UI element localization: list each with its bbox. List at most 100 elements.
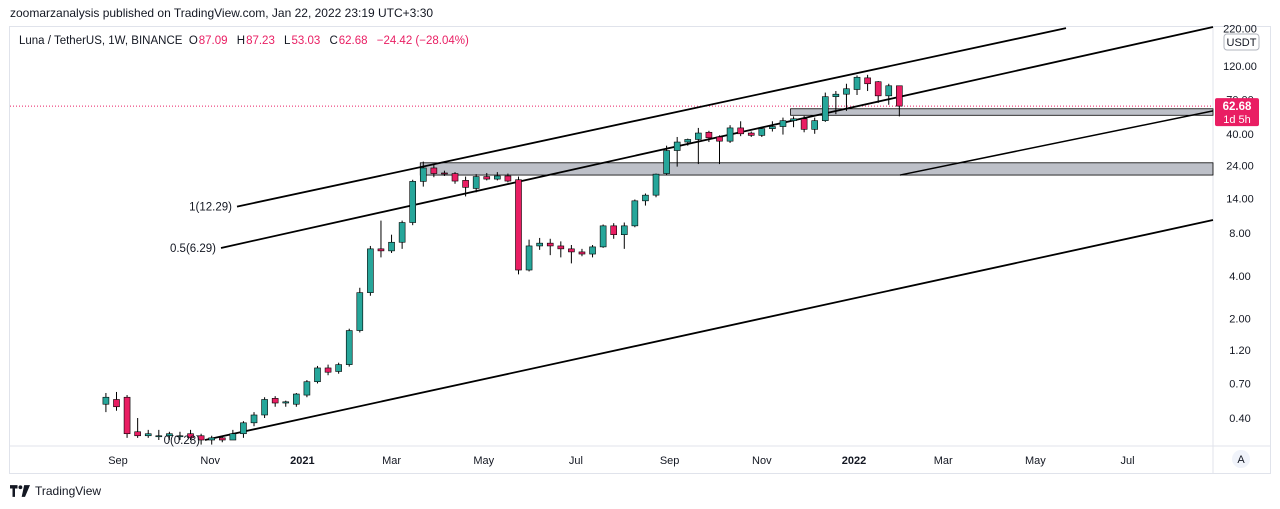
candle [218, 435, 226, 443]
candle-body [631, 200, 639, 227]
low-value: 53.03 [291, 35, 321, 47]
candle-body [663, 150, 670, 174]
grid-layer [10, 27, 1270, 473]
candle-body [737, 127, 744, 135]
candle [620, 222, 628, 249]
candle-body [123, 396, 131, 435]
candle-body [155, 435, 163, 438]
zones-layer [419, 108, 1214, 176]
candle-body [779, 120, 787, 127]
symbol-label[interactable]: Luna / TetherUS, 1W, BINANCE [19, 35, 183, 47]
candle-body [620, 225, 628, 235]
candle-body [483, 176, 491, 180]
support-zone-2 [790, 108, 1214, 116]
candle [176, 431, 184, 441]
candle-body [356, 292, 364, 331]
candle [599, 224, 607, 248]
channel-line-upper [236, 27, 1067, 208]
candle [874, 81, 882, 103]
currency-badge [1223, 33, 1260, 51]
candle-body [250, 414, 258, 424]
candle [716, 135, 723, 165]
candle [155, 429, 163, 441]
candle [811, 117, 819, 134]
channel-line-lower [204, 219, 1214, 441]
candle [684, 138, 692, 146]
candle-body [568, 248, 575, 253]
candle-body [589, 246, 596, 255]
price-tick-label: 4.00 [1229, 271, 1250, 283]
candle [335, 362, 342, 374]
candle-body [113, 399, 120, 408]
change-value: −24.42 (−28.04%) [376, 35, 469, 47]
candle-body [314, 367, 321, 383]
auto-scale-button[interactable] [1232, 450, 1250, 468]
candle [896, 85, 903, 117]
candle-body [504, 175, 512, 182]
candle [261, 397, 268, 418]
candle [515, 176, 522, 275]
candle [557, 241, 565, 258]
candle [726, 125, 734, 143]
candle [367, 245, 374, 296]
candle-body [853, 76, 861, 90]
candle [800, 115, 808, 133]
candle [113, 391, 120, 411]
candle [610, 223, 618, 239]
candle-body [261, 399, 268, 416]
candle [652, 173, 660, 198]
candle [578, 248, 586, 257]
candle-body [557, 245, 565, 250]
time-tick-label: Nov [752, 455, 772, 467]
open-value: 87.09 [198, 35, 228, 47]
candle [483, 172, 491, 181]
price-tick-label: 0.40 [1229, 413, 1250, 425]
candle-body [896, 85, 903, 107]
candle [441, 170, 448, 176]
candle [345, 328, 353, 367]
channel-lines-layer [204, 26, 1214, 441]
footer-brand-label: TradingView [35, 484, 102, 498]
candle-body [462, 180, 469, 188]
high-label: H [236, 35, 246, 47]
candle-body [293, 393, 300, 405]
publisher-caption: zoomarzanalysis published on TradingView… [10, 6, 434, 20]
candle [885, 83, 893, 105]
candle-body [673, 141, 681, 151]
candle [631, 199, 639, 228]
candle-body [885, 85, 893, 97]
footer-brand[interactable]: TradingView [10, 484, 101, 498]
candle-body [409, 181, 417, 223]
candle [229, 429, 237, 441]
candle [398, 220, 406, 249]
candle-body [367, 248, 374, 293]
candle [821, 92, 829, 122]
candle-body [758, 128, 766, 136]
candle [504, 173, 512, 183]
candle-body [324, 367, 332, 373]
time-tick-label: Nov [200, 455, 220, 467]
candle [134, 418, 141, 438]
candle [695, 127, 702, 165]
time-tick-label: Sep [660, 455, 680, 467]
price-tick-label: 8.00 [1229, 228, 1250, 240]
candle [642, 193, 649, 206]
candle-body [229, 433, 237, 441]
candle [388, 234, 395, 253]
candle-body [525, 245, 533, 271]
candle-body [684, 139, 692, 143]
price-axis: 0.400.701.202.004.008.0014.0024.0040.007… [1215, 24, 1260, 425]
candle-body [716, 136, 723, 142]
fib-labels-layer: 1(12.29) 0.5(6.29) 0(0.28) [164, 202, 233, 447]
candle [144, 429, 152, 438]
candle [356, 287, 364, 333]
time-tick-label: 2021 [290, 455, 314, 467]
candle-body [345, 330, 353, 365]
candle-body [536, 242, 543, 247]
candle [546, 238, 554, 256]
candle [705, 130, 713, 143]
candle-body [599, 225, 607, 248]
candle-body [546, 242, 554, 247]
price-tick-label: 120.00 [1223, 61, 1257, 73]
